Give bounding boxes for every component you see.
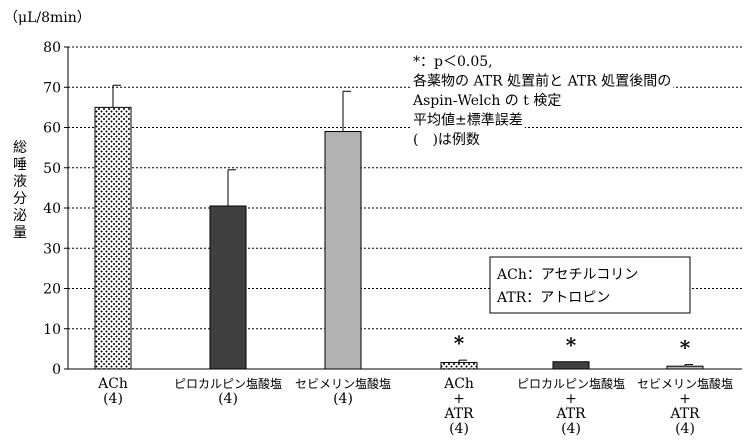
legend-box: ACh：アセチルコリン ATR：アトロピン: [489, 256, 691, 314]
significance-markers: * * *: [454, 331, 691, 359]
y-axis-label-char: 量: [13, 225, 27, 241]
y-tick-label: 40: [43, 201, 61, 217]
annotation-line: ( )は例数: [413, 132, 480, 148]
y-axis-label-char: 液: [13, 174, 27, 190]
x-category-label: (4): [333, 391, 353, 407]
x-category-label: +: [453, 391, 465, 407]
legend-box-frame: [489, 256, 691, 314]
y-tick-label: 0: [52, 362, 61, 378]
annotation-line-bg: [411, 72, 674, 90]
significance-asterisk: *: [680, 336, 691, 360]
annotation-line-bg: [411, 92, 564, 109]
x-category-label: ATR: [555, 406, 586, 422]
bar: [552, 361, 590, 370]
error-bars: [112, 84, 693, 367]
x-category-label: セビメリン塩酸塩: [637, 376, 733, 391]
bar: [440, 362, 478, 370]
y-tick-label: 20: [43, 282, 61, 298]
y-tick-label: 50: [43, 161, 61, 177]
y-tick-labels: 0 10 20 30 40 50 60 70 80: [43, 40, 68, 378]
x-category-label: ATR: [443, 406, 474, 422]
annotation-line-bg: [411, 111, 525, 129]
annotation-line: *：p＜0.05,: [413, 54, 493, 70]
significance-asterisk: *: [566, 333, 577, 357]
x-category-label: (4): [449, 421, 469, 437]
y-tick-label: 60: [43, 121, 61, 137]
x-category-label: (4): [561, 421, 581, 437]
x-category-label: +: [565, 391, 577, 407]
x-category-label: ピロカルピン塩酸塩: [174, 376, 282, 391]
x-category-label: (4): [103, 391, 123, 407]
x-category-label: ピロカルピン塩酸塩: [517, 376, 625, 391]
annotation-line-bg: [411, 53, 495, 70]
annotation-line: Aspin‑Welch の t 検定: [412, 93, 561, 109]
x-category-label: セビメリン塩酸塩: [295, 376, 391, 391]
x-category-label: ATR: [669, 406, 700, 422]
y-axis-label-char: 泌: [13, 208, 27, 224]
y-tick-label: 70: [43, 80, 61, 96]
x-category-label: (4): [675, 421, 695, 437]
grid-lines: [68, 46, 742, 330]
annotation-line: 平均値±標準誤差: [413, 113, 523, 129]
bar: [324, 131, 362, 370]
annotation-line-bg: [411, 131, 482, 148]
legend-line-ach: ACh：アセチルコリン: [496, 267, 638, 283]
unit-label: （μL/8min）: [4, 10, 91, 26]
y-axis-label: 総 唾 液 分 泌 量: [10, 140, 30, 242]
bar: [94, 106, 132, 370]
bar: [209, 205, 247, 370]
y-tick-label: 10: [43, 322, 61, 338]
y-tick-label: 30: [43, 241, 61, 257]
annotation-line: 各薬物の ATR 処置前と ATR 処置後間の: [413, 73, 671, 90]
statistics-annotation: *：p＜0.05, 各薬物の ATR 処置前と ATR 処置後間の Aspin‑We…: [411, 53, 674, 148]
x-category-label: (4): [218, 391, 238, 407]
x-category-label: +: [679, 391, 691, 407]
y-axis-label-char: 総: [13, 140, 27, 156]
y-axis-label-char: 唾: [13, 157, 27, 173]
significance-asterisk: *: [454, 331, 465, 355]
y-axis-label-char: 分: [13, 191, 27, 207]
x-category-labels: ACh(4)ピロカルピン塩酸塩(4)セビメリン塩酸塩(4)ACh+ATR(4)ピ…: [97, 376, 733, 437]
x-category-label: ACh: [97, 376, 128, 392]
y-tick-label: 80: [43, 40, 61, 56]
bars: [94, 106, 704, 370]
x-category-label: ACh: [443, 376, 474, 392]
legend-line-atr: ATR：アトロピン: [496, 290, 610, 306]
